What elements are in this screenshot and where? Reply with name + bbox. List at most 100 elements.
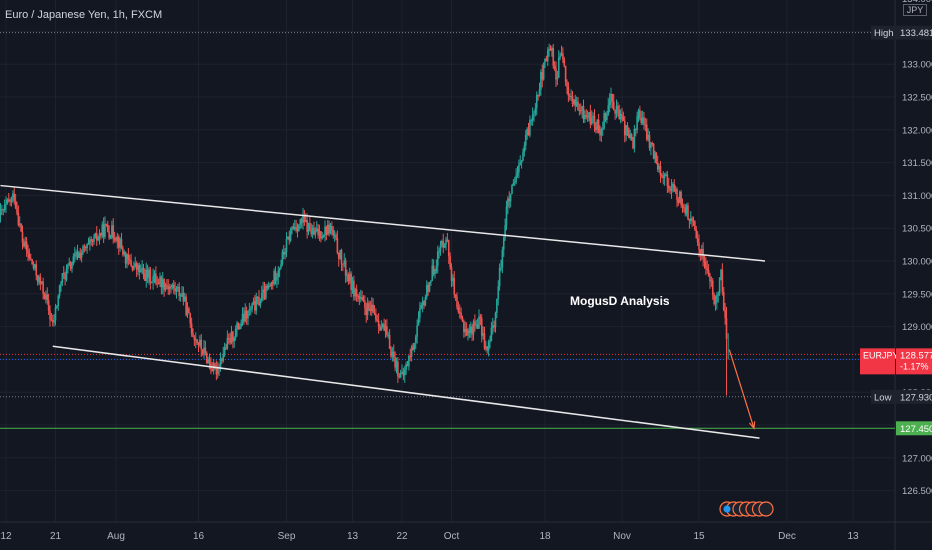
candle-body xyxy=(530,120,533,122)
candle-body xyxy=(32,264,35,269)
event-markers[interactable] xyxy=(719,501,774,517)
event-marker-icon[interactable] xyxy=(758,501,774,517)
candle-body xyxy=(722,291,725,310)
candle-body xyxy=(2,209,5,211)
candle-body xyxy=(416,325,418,337)
candle-body xyxy=(632,139,634,149)
candle-body xyxy=(27,250,29,254)
currency-label[interactable]: JPY xyxy=(903,4,927,16)
candle-body xyxy=(501,249,504,268)
y-tick-label: 130.500 xyxy=(902,224,932,235)
candle-body xyxy=(471,326,473,335)
candle-body xyxy=(303,215,306,223)
candle-body xyxy=(281,251,284,265)
candle-body xyxy=(12,193,14,197)
candle-body xyxy=(284,252,286,255)
y-tick-label: 131.500 xyxy=(902,158,932,169)
candle-body xyxy=(337,252,340,259)
candle-body xyxy=(227,338,230,340)
candle-body xyxy=(518,164,520,173)
candle-body xyxy=(372,304,374,313)
candle-body xyxy=(168,286,171,290)
candle-body xyxy=(299,219,302,225)
candle-body xyxy=(476,324,479,329)
candle-body xyxy=(453,277,456,295)
candle-body xyxy=(262,289,264,294)
candle-body xyxy=(144,273,146,281)
candle-body xyxy=(535,94,538,109)
candle-body xyxy=(254,301,256,311)
candle-body xyxy=(204,347,207,353)
candle-body xyxy=(159,276,161,284)
candle-body xyxy=(95,233,98,241)
channel[interactable] xyxy=(0,184,766,439)
level-name-tag xyxy=(871,25,895,40)
candle-body xyxy=(164,284,167,291)
candle-body xyxy=(379,326,381,331)
candle-body xyxy=(102,224,105,237)
candle-body xyxy=(684,207,687,214)
candle-body xyxy=(497,286,500,300)
candle-body xyxy=(57,295,60,306)
analysis-annotation: MogusD Analysis xyxy=(570,294,670,308)
candle-body xyxy=(694,221,696,230)
candle-body xyxy=(307,223,310,232)
candle-body xyxy=(65,268,68,280)
candle-body xyxy=(537,94,539,96)
candle-body xyxy=(652,143,655,159)
candle-body xyxy=(585,114,588,117)
candle-body xyxy=(104,223,106,237)
x-tick-label: 15 xyxy=(693,531,705,542)
candle-body xyxy=(406,364,409,367)
candle-body xyxy=(216,366,219,375)
channel-lower-line[interactable] xyxy=(52,345,760,439)
candle-body xyxy=(366,302,369,316)
candle-body xyxy=(138,265,141,272)
candles[interactable] xyxy=(0,43,729,396)
candle-body xyxy=(306,219,308,232)
time-axis[interactable]: 12 21 Aug 16 Sep 13 22 Oct 18 Nov 15 Dec 13 xyxy=(0,531,859,542)
candle-body xyxy=(97,237,99,241)
horizontal-levels xyxy=(0,32,895,429)
candle-body xyxy=(274,271,277,281)
y-tick-label: 133.000 xyxy=(902,60,932,71)
projection-arrow[interactable] xyxy=(728,349,755,429)
current-price-tag xyxy=(896,348,932,375)
candle-body xyxy=(447,240,450,257)
candle-body xyxy=(541,72,544,80)
candle-body xyxy=(516,172,519,176)
candle-body xyxy=(545,58,548,62)
candle-body xyxy=(106,224,109,232)
candle-body xyxy=(50,319,53,321)
candle-body xyxy=(504,225,506,238)
candle-body xyxy=(373,312,376,315)
x-tick-label: Dec xyxy=(778,531,796,542)
candle-body xyxy=(29,258,32,260)
candle-body xyxy=(375,314,377,320)
candle-body xyxy=(442,241,445,248)
candle-body xyxy=(564,65,567,82)
channel-upper-line[interactable] xyxy=(0,184,766,262)
candle-body xyxy=(197,343,200,346)
candle-body xyxy=(72,256,75,264)
candle-body xyxy=(20,223,22,232)
candle-body xyxy=(560,53,563,57)
candle-body xyxy=(593,115,596,127)
candle-body xyxy=(463,321,465,333)
candle-body xyxy=(450,267,453,282)
candle-body xyxy=(325,226,328,235)
y-tick-label: 132.500 xyxy=(902,93,932,104)
candle-body xyxy=(549,48,552,51)
candle-body xyxy=(685,205,688,214)
candle-body xyxy=(340,249,343,264)
candle-body xyxy=(647,134,649,140)
candle-body xyxy=(35,264,38,276)
candle-body xyxy=(509,194,512,202)
candle-body xyxy=(347,275,350,282)
candle-body xyxy=(479,316,482,319)
candle-body xyxy=(1,209,3,211)
candle-body xyxy=(493,325,495,328)
candle-body xyxy=(421,301,424,306)
